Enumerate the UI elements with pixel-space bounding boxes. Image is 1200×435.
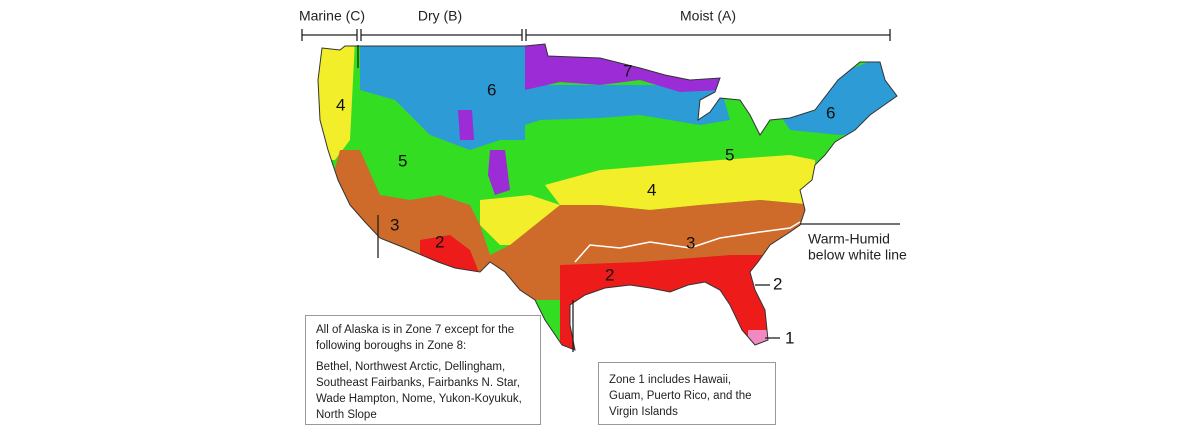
alaska-note: All of Alaska is in Zone 7 except for th…	[305, 315, 541, 425]
callout-label: 2	[773, 274, 782, 293]
region-label: Moist (A)	[680, 8, 736, 24]
callout-label: 1	[785, 328, 794, 347]
us-outline	[317, 43, 898, 351]
zone-label: 6	[487, 80, 496, 99]
zone-4-area	[545, 155, 815, 210]
zone-label: 6	[826, 103, 835, 122]
warm-humid-line	[574, 221, 801, 263]
zone-7-area	[488, 150, 510, 195]
region-label: Marine (C)	[299, 8, 365, 24]
zones-map	[318, 44, 897, 350]
zone-4-area	[318, 44, 355, 160]
zone1-text: Zone 1 includes Hawaii, Guam, Puerto Ric…	[609, 374, 752, 418]
zone-label: 2	[605, 265, 614, 284]
zone-2-area	[560, 255, 780, 350]
zone-label: 4	[336, 95, 345, 114]
warm-humid-label: below white line	[808, 247, 907, 263]
zone-6-area	[360, 44, 525, 150]
alaska-boroughs: Bethel, Northwest Arctic, Dellingham, So…	[316, 361, 522, 421]
zone-label: 3	[390, 215, 399, 234]
warm-humid-label: Warm-Humid	[808, 231, 890, 247]
alaska-intro: All of Alaska is in Zone 7 except for th…	[316, 324, 515, 352]
zone-label: 3	[686, 233, 695, 252]
zone-label: 4	[647, 180, 656, 199]
climate-brackets	[301, 29, 900, 352]
zone-label: 2	[435, 232, 444, 251]
zone-label: 7	[623, 61, 632, 80]
zone-7-area	[458, 110, 474, 140]
zone-label: 5	[725, 145, 734, 164]
zone-label: 5	[398, 151, 407, 170]
region-label: Dry (B)	[418, 8, 462, 24]
zone-6-area	[525, 85, 730, 125]
zone1-note: Zone 1 includes Hawaii, Guam, Puerto Ric…	[598, 362, 776, 425]
